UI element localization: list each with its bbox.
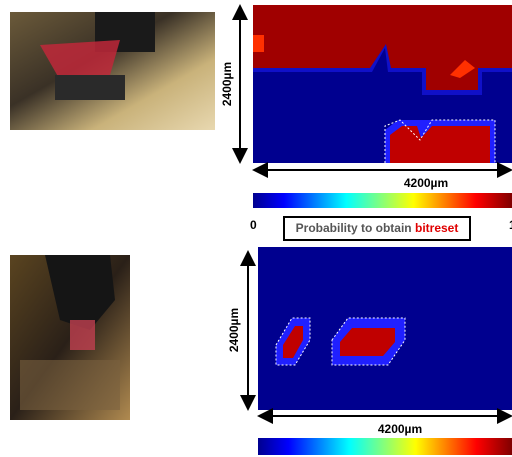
height-label: 2400µm: [220, 62, 234, 106]
colorbar: [253, 193, 512, 208]
photo-top: [10, 12, 215, 130]
legend-caption: Probability to obtain bitreset: [296, 221, 459, 235]
photo-bottom: [10, 255, 130, 420]
colorbar: [258, 438, 512, 455]
height-label: 2400µm: [227, 308, 241, 352]
legend-min: 0: [250, 218, 257, 232]
caption-highlight: bitreset: [415, 221, 458, 235]
legend-max: 1: [509, 218, 512, 232]
heatmap-top: [253, 5, 512, 163]
legend-box: [283, 216, 471, 241]
width-label: 4200µm: [404, 176, 448, 190]
caption-text: Probability to obtain: [296, 221, 415, 235]
heatmap-bottom: [258, 247, 512, 410]
width-label: 4200µm: [378, 422, 422, 436]
